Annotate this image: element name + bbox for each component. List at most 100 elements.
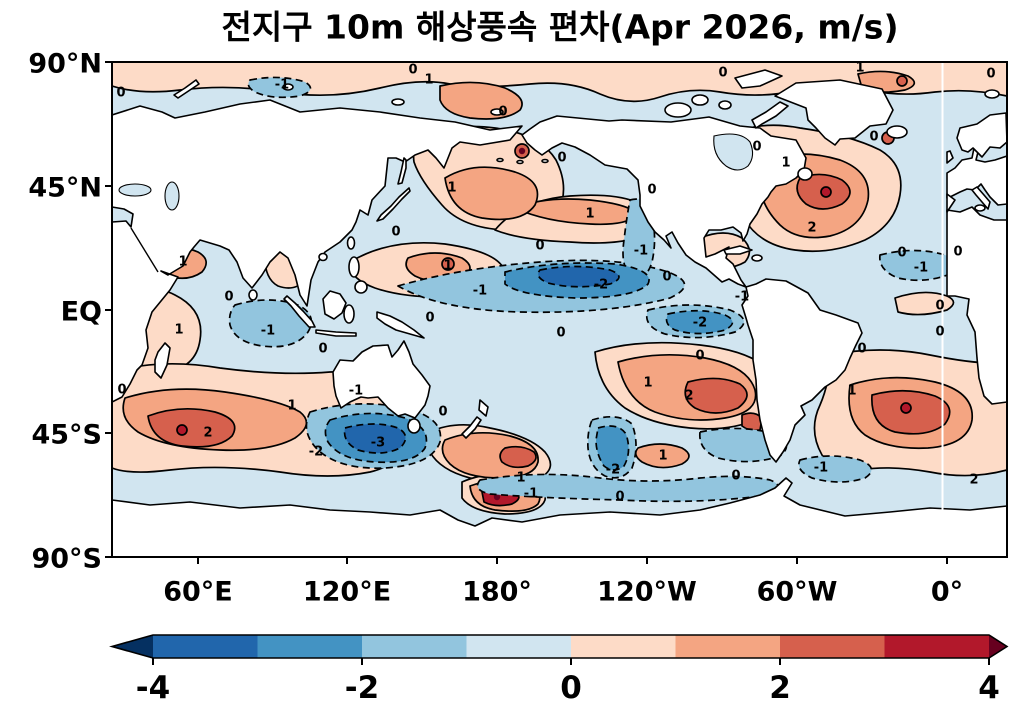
sakhalin <box>397 157 407 185</box>
contour-label: -2 <box>693 316 707 331</box>
contour-label: 0 <box>425 311 434 326</box>
new-siberian-islands <box>391 98 405 106</box>
taiwan <box>346 236 356 250</box>
contour-label: 1 <box>178 255 187 270</box>
contour-label: 1 <box>855 61 864 76</box>
contour-label: 0 <box>557 151 566 166</box>
colorbar-over-arrow <box>989 635 1007 658</box>
contour-label: 1 <box>516 471 525 486</box>
colorbar-tick-label: 4 <box>978 670 1000 706</box>
europe <box>946 147 1007 206</box>
y-tick-label: 45°N <box>28 173 102 204</box>
red-sea-coastline <box>130 227 159 273</box>
contour-label: 0 <box>897 246 906 261</box>
contour-label: 1 <box>443 259 452 274</box>
new-zealand-south <box>461 416 482 439</box>
colorbar-segment <box>884 635 990 658</box>
contour-label: 2 <box>684 389 693 404</box>
contour-label: 0 <box>731 469 740 484</box>
colorbar-tick-label: 0 <box>560 670 582 706</box>
contour-label: 0 <box>224 290 233 305</box>
contour-label: -2 <box>594 278 608 293</box>
continents <box>112 69 1007 557</box>
hudson-bay <box>713 133 754 171</box>
contour-label: 0 <box>117 383 126 398</box>
contour-label: 0 <box>535 239 544 254</box>
africa-west-strip <box>946 206 1007 405</box>
antarctica <box>112 477 1007 557</box>
colorbar-under-arrow <box>112 635 153 658</box>
borneo <box>322 290 347 320</box>
contour-label: 0 <box>718 66 727 81</box>
colorbar-segment <box>466 635 572 658</box>
contour-label: 1 <box>447 181 456 196</box>
arctic-island-2 <box>718 100 732 110</box>
contour-label: -1 <box>914 261 928 276</box>
mindanao <box>354 280 368 294</box>
contour-label: -2 <box>309 445 323 460</box>
x-tick-label: 120°E <box>303 577 391 608</box>
chart-title: 전지구 10m 해상풍속 편차(Apr 2026, m/s) <box>221 8 898 47</box>
contour-label: -1 <box>349 384 363 399</box>
contour-label: 1 <box>643 376 652 391</box>
newfoundland <box>797 167 813 181</box>
contour-label: 0 <box>695 349 704 364</box>
ellesmere-island <box>734 69 783 89</box>
scandinavia <box>956 112 1007 158</box>
y-tick-label: EQ <box>61 297 102 328</box>
victoria-island <box>664 102 692 118</box>
y-axis: 90°N 45°N EQ 45°S 90°S <box>28 49 112 575</box>
prime-meridian-seam <box>941 62 944 557</box>
y-tick-label: 90°S <box>31 544 102 575</box>
contour-label: 1 <box>174 323 183 338</box>
contour-label: -1 <box>735 290 749 305</box>
contour-label: 0 <box>953 245 962 260</box>
sicily <box>974 204 986 212</box>
iceland <box>886 125 908 139</box>
arctic-island <box>691 94 709 106</box>
contour-label: 2 <box>807 221 816 236</box>
aleutian-island-2 <box>516 159 524 165</box>
contour-labels: 0 1 0 1 0 0 -1 0 1 0 1 0 1 0 0 -1 -2 -2 0 0 -1 0 -1 0 2 1 0 0 -1 0 0 1 -… <box>116 61 995 505</box>
contour-label: 0 <box>857 342 866 357</box>
wrangel-island <box>490 108 504 116</box>
novaya-zemlya <box>173 79 200 99</box>
contour-label: -1 <box>524 487 538 502</box>
black-sea <box>118 183 152 197</box>
south-america <box>741 278 863 463</box>
new-guinea <box>376 311 425 339</box>
contour-label: 0 <box>869 130 878 145</box>
colorbar-tick-label: 2 <box>769 670 791 706</box>
iberia-sliver <box>946 193 956 213</box>
contour-label: 0 <box>935 299 944 314</box>
colorbar: -4 -2 0 2 4 <box>109 634 1009 706</box>
baffin-island <box>751 101 789 129</box>
cuba <box>723 245 753 255</box>
x-tick-label: 60°E <box>163 577 233 608</box>
colorbar-segment <box>571 635 676 658</box>
contour-label: 2 <box>969 473 978 488</box>
contour-label: 0 <box>752 140 761 155</box>
contour-label: 0 <box>438 405 447 420</box>
colorbar-segment <box>675 635 781 658</box>
japan <box>376 187 411 222</box>
colorbar-segment <box>362 635 467 658</box>
contour-label: 1 <box>847 384 856 399</box>
x-tick-label: 180° <box>462 577 532 608</box>
java <box>315 329 357 337</box>
contour-label: 0 <box>318 342 327 357</box>
x-tick-label: 60°W <box>757 577 838 608</box>
contour-label: -1 <box>473 284 487 299</box>
hispaniola <box>751 254 763 262</box>
sulawesi <box>343 304 355 324</box>
sri-lanka <box>248 289 258 301</box>
aleutian-island-3 <box>541 158 549 164</box>
contour-label: 1 <box>658 449 667 464</box>
contour-label: 0 <box>498 105 507 120</box>
tasmania <box>407 418 421 434</box>
eurasia-africa <box>112 99 523 403</box>
negative-anomaly-level4 <box>343 265 620 454</box>
contour-label: 1 <box>424 73 433 88</box>
contour-label: 2 <box>203 426 212 441</box>
